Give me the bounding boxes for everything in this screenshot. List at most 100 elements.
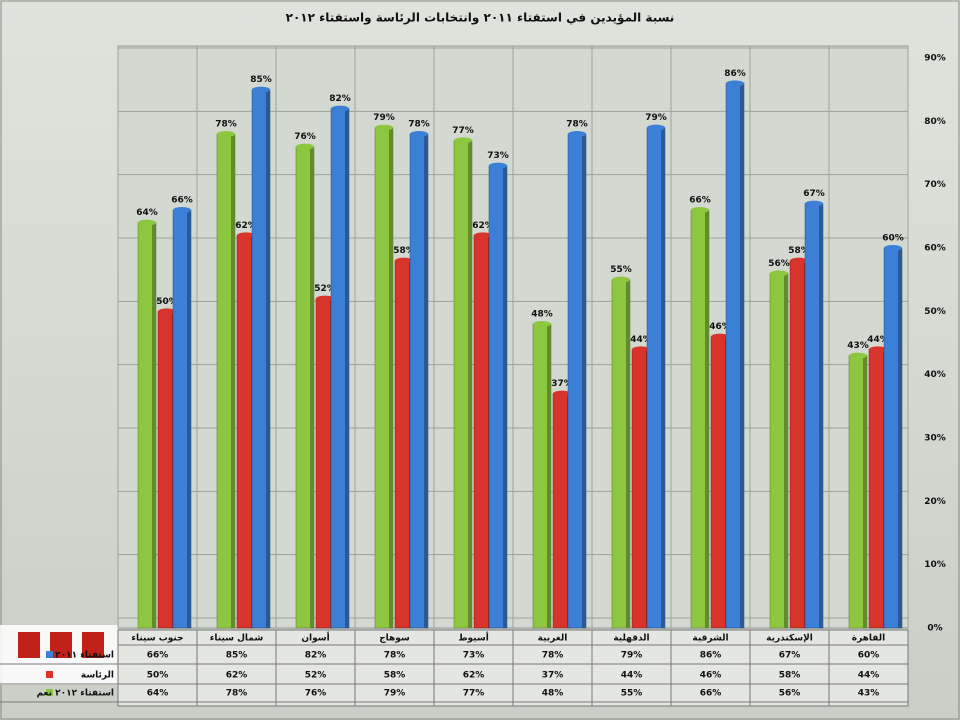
table-cell: 82% — [305, 651, 327, 661]
table-cell: 78% — [542, 651, 564, 661]
table-cell: 85% — [226, 651, 248, 661]
data-label: 77% — [452, 126, 474, 136]
bar-cap — [375, 124, 393, 131]
bar-side — [503, 165, 507, 628]
table-cell: 44% — [621, 671, 643, 681]
table-cell: 50% — [147, 671, 169, 681]
bar-cap — [410, 131, 428, 137]
data-label: 64% — [136, 208, 158, 218]
bar-cap — [711, 333, 729, 340]
table-cell: 62% — [226, 671, 248, 681]
bar-cap — [869, 346, 887, 353]
bar-cap — [316, 295, 334, 302]
bar-cap — [533, 321, 551, 327]
bar-side — [582, 134, 586, 628]
data-label: 66% — [171, 196, 193, 206]
data-label: 44% — [867, 335, 889, 345]
bar-cap — [790, 257, 808, 264]
data-label: 55% — [610, 265, 632, 275]
bar-cap — [158, 308, 176, 315]
table-cell: 52% — [305, 671, 327, 681]
chart-title: نسبة المؤيدين في استفتاء ٢٠١١ وانتخابات … — [286, 11, 675, 26]
y-tick-label: 80% — [924, 117, 946, 127]
legend-swatch — [46, 689, 53, 696]
data-label: 79% — [645, 113, 667, 123]
bar-cap — [568, 131, 586, 137]
data-label: 58% — [788, 246, 810, 256]
bar-side — [468, 140, 472, 629]
bar-side — [389, 127, 393, 629]
bar-side — [547, 324, 551, 628]
data-label: 44% — [630, 335, 652, 345]
legend-label: استفتاء ٢٠١٢ نعم — [36, 689, 114, 699]
data-label: 86% — [724, 69, 746, 79]
table-cell: 48% — [542, 689, 564, 699]
x-tick-label: جنوب سيناء — [131, 634, 183, 644]
y-tick-label: 40% — [924, 370, 946, 380]
data-label: 62% — [472, 221, 494, 231]
table-cell: 44% — [858, 671, 880, 681]
y-tick-label: 30% — [924, 434, 946, 444]
bar-cap — [691, 207, 709, 213]
bar-side — [231, 134, 235, 628]
bar-side — [898, 248, 902, 628]
table-cell: 67% — [779, 651, 801, 661]
data-label: 50% — [156, 297, 178, 307]
table-cell: 46% — [700, 671, 722, 681]
bar-side — [661, 127, 665, 629]
table-cell: 78% — [226, 689, 248, 699]
legend-label: استفتاء ٢٠١١ — [55, 651, 114, 661]
x-tick-label: أسوان — [301, 632, 329, 644]
x-tick-label: سوهاج — [379, 634, 410, 644]
bar-side — [152, 222, 156, 628]
table-cell: 73% — [463, 651, 485, 661]
bar-side — [863, 355, 867, 628]
table-cell: 43% — [858, 689, 880, 699]
bar-cap — [173, 207, 191, 213]
data-label: 46% — [709, 322, 731, 332]
bar-side — [345, 108, 349, 628]
table-cell: 58% — [779, 671, 801, 681]
data-label: 66% — [689, 196, 711, 206]
x-tick-label: الإسكندرية — [766, 634, 813, 644]
legend-swatch — [46, 651, 53, 658]
table-cell: 86% — [700, 651, 722, 661]
bar-side — [187, 210, 191, 628]
bar-cap — [217, 131, 235, 137]
table-cell: 58% — [384, 671, 406, 681]
logo — [82, 632, 104, 658]
bar-side — [266, 89, 270, 628]
table-cell: 77% — [463, 689, 485, 699]
table-cell: 64% — [147, 689, 169, 699]
data-label: 48% — [531, 310, 553, 320]
data-label: 79% — [373, 113, 395, 123]
data-label: 85% — [250, 75, 272, 85]
bar-side — [310, 146, 314, 628]
bar-cap — [553, 390, 571, 397]
logo — [50, 632, 72, 658]
bar-cap — [237, 232, 255, 239]
data-label: 78% — [408, 120, 430, 130]
table-cell: 62% — [463, 671, 485, 681]
bar-cap — [805, 200, 823, 207]
y-tick-label: 50% — [924, 307, 946, 317]
bar-cap — [726, 80, 744, 87]
x-tick-label: أسيوط — [458, 632, 489, 644]
logo — [18, 632, 40, 658]
y-tick-label: 70% — [924, 180, 946, 190]
bar-cap — [454, 137, 472, 144]
bar-side — [740, 83, 744, 629]
legend-swatch — [46, 671, 53, 678]
table-cell: 76% — [305, 689, 327, 699]
bar-cap — [770, 270, 788, 277]
y-tick-label: 10% — [924, 560, 946, 570]
data-label: 56% — [768, 259, 790, 269]
y-tick-label: 20% — [924, 497, 946, 507]
bar-cap — [647, 124, 665, 131]
bar-cap — [138, 219, 156, 226]
data-label: 67% — [803, 189, 825, 199]
bar-cap — [395, 257, 413, 264]
bar-cap — [331, 105, 349, 112]
